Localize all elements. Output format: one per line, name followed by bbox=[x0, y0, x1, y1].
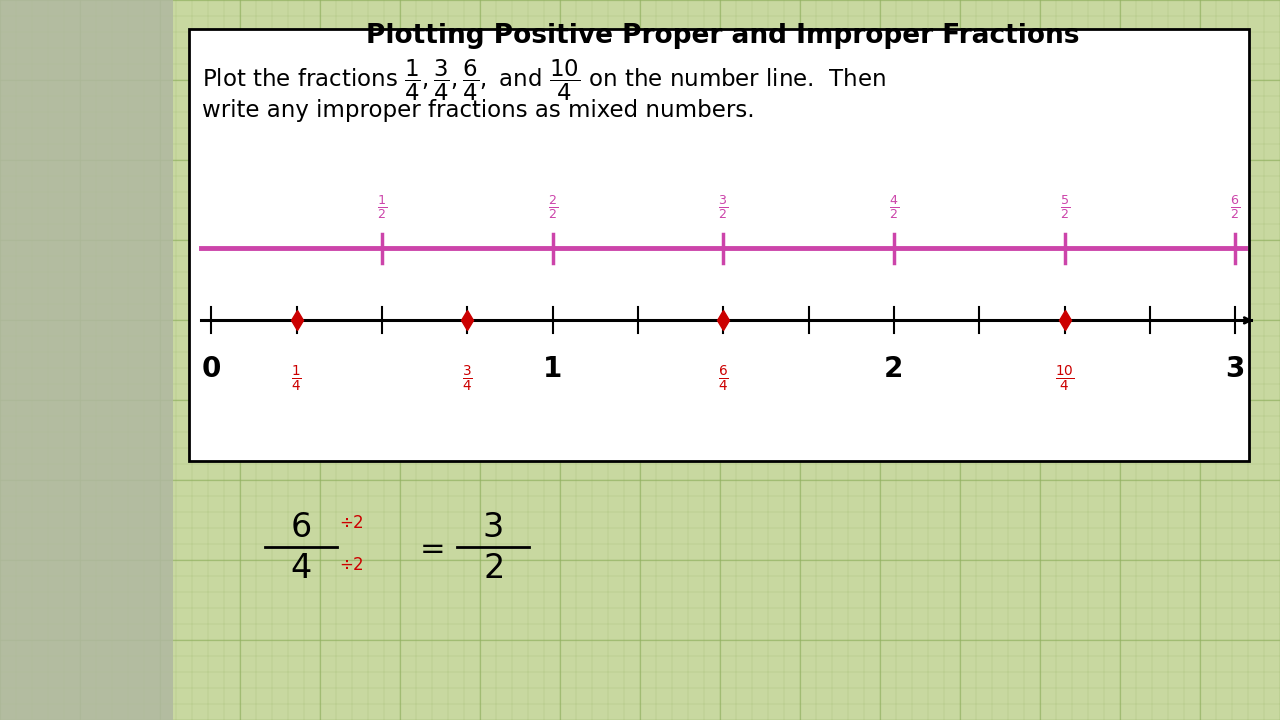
Text: $\frac{1}{2}$: $\frac{1}{2}$ bbox=[376, 193, 387, 221]
Text: $\frac{1}{4}$: $\frac{1}{4}$ bbox=[291, 364, 302, 394]
Text: Plot the fractions $\dfrac{1}{4},\dfrac{3}{4},\dfrac{6}{4},$ and $\dfrac{10}{4}$: Plot the fractions $\dfrac{1}{4},\dfrac{… bbox=[202, 58, 886, 103]
Text: $\frac{10}{4}$: $\frac{10}{4}$ bbox=[1055, 364, 1074, 394]
Text: $\frac{4}{2}$: $\frac{4}{2}$ bbox=[888, 193, 899, 221]
Text: 3: 3 bbox=[1225, 355, 1245, 383]
Text: $\div 2$: $\div 2$ bbox=[339, 556, 364, 575]
FancyBboxPatch shape bbox=[0, 0, 173, 720]
Text: $3$: $3$ bbox=[483, 510, 503, 544]
Text: $\frac{6}{4}$: $\frac{6}{4}$ bbox=[718, 364, 728, 394]
Text: 2: 2 bbox=[884, 355, 904, 383]
Text: $6$: $6$ bbox=[291, 510, 311, 544]
Text: $\frac{3}{2}$: $\frac{3}{2}$ bbox=[718, 193, 728, 221]
Text: $\div 2$: $\div 2$ bbox=[339, 514, 364, 533]
Text: $\frac{3}{4}$: $\frac{3}{4}$ bbox=[462, 364, 472, 394]
Text: $\frac{2}{2}$: $\frac{2}{2}$ bbox=[548, 193, 558, 221]
Text: $4$: $4$ bbox=[291, 552, 311, 585]
Text: 1: 1 bbox=[543, 355, 562, 383]
Text: $\frac{5}{2}$: $\frac{5}{2}$ bbox=[1060, 193, 1070, 221]
Text: $\frac{6}{2}$: $\frac{6}{2}$ bbox=[1230, 193, 1240, 221]
Text: $2$: $2$ bbox=[483, 552, 503, 585]
Text: 0: 0 bbox=[201, 355, 221, 383]
FancyBboxPatch shape bbox=[189, 29, 1249, 461]
Text: $=$: $=$ bbox=[413, 533, 444, 562]
Text: Plotting Positive Proper and Improper Fractions: Plotting Positive Proper and Improper Fr… bbox=[366, 23, 1080, 49]
Text: write any improper fractions as mixed numbers.: write any improper fractions as mixed nu… bbox=[202, 99, 755, 122]
